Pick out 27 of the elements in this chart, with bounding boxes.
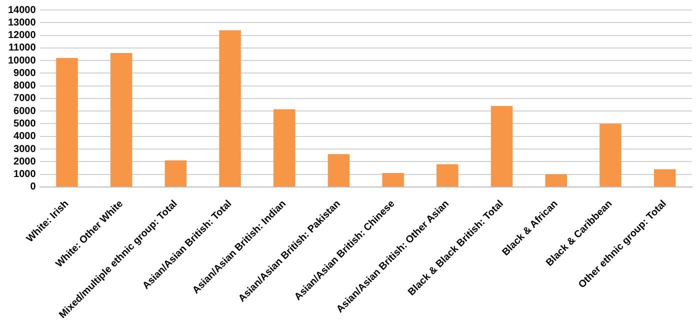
bar xyxy=(110,52,132,186)
y-tick-label: 1000 xyxy=(14,169,36,180)
y-tick-label: 3000 xyxy=(14,144,36,155)
y-tick-label: 13000 xyxy=(8,17,36,28)
bar xyxy=(274,109,296,186)
bar xyxy=(490,106,513,186)
y-tick-label: 9000 xyxy=(14,68,36,79)
y-tick-label: 10000 xyxy=(8,55,36,66)
bar xyxy=(545,174,567,186)
bar xyxy=(56,58,78,186)
bar xyxy=(436,164,458,186)
y-tick-label: 5000 xyxy=(14,118,36,130)
y-tick-label: 4000 xyxy=(14,131,36,142)
bar xyxy=(654,169,676,186)
y-tick-label: 7000 xyxy=(14,93,36,104)
bar xyxy=(382,173,404,186)
y-tick-label: 11000 xyxy=(8,42,36,54)
y-tick-label: 0 xyxy=(30,182,36,193)
bar xyxy=(328,154,350,186)
y-tick-label: 8000 xyxy=(14,80,36,92)
y-tick-label: 2000 xyxy=(14,156,36,168)
bar xyxy=(219,30,241,186)
bar xyxy=(164,160,187,186)
y-tick-label: 6000 xyxy=(14,106,36,117)
y-tick-label: 14000 xyxy=(8,4,36,16)
bar xyxy=(600,124,622,186)
y-tick-label: 12000 xyxy=(8,30,36,42)
